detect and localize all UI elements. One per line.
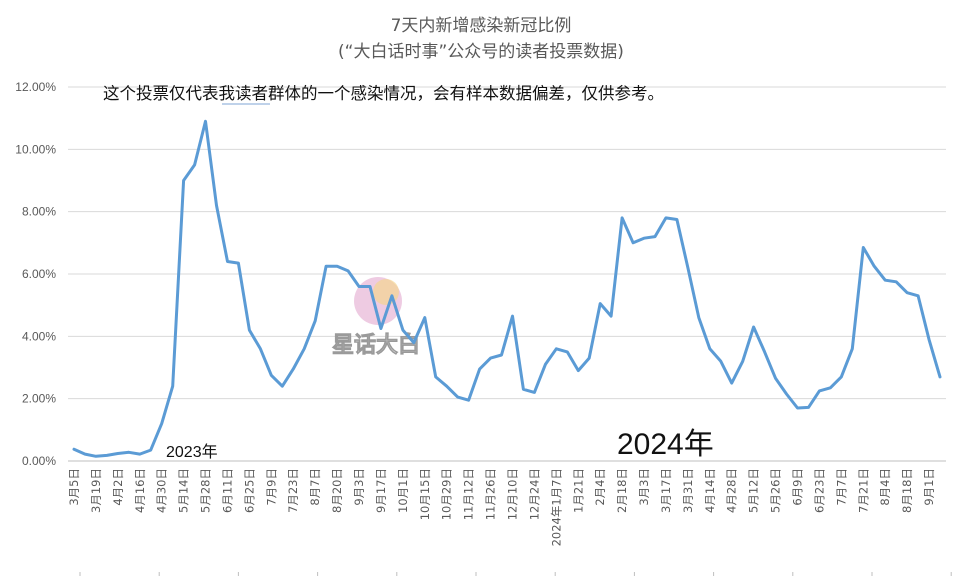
x-tick-label: 2月18日 <box>615 468 629 513</box>
x-tick-label: 5月26日 <box>769 468 783 513</box>
x-tick-label: 9月3日 <box>352 468 366 506</box>
year-label-2023: 2023年 <box>166 443 218 461</box>
x-tick-label: 4月30日 <box>155 468 169 513</box>
x-tick-label: 12月10日 <box>505 468 519 520</box>
x-tick-label: 7月7日 <box>834 468 848 506</box>
x-tick-label: 3月31日 <box>681 468 695 513</box>
year-label-2024: 2024年 <box>617 428 714 461</box>
x-tick-label: 11月26日 <box>484 468 498 520</box>
y-tick-label: 2.00% <box>22 392 56 406</box>
x-tick-label: 3月3日 <box>637 468 651 506</box>
x-tick-label: 10月1日 <box>396 468 410 513</box>
watermark: 星话大白 <box>332 277 420 358</box>
x-tick-label: 2月4日 <box>593 468 607 506</box>
gridlines <box>68 86 946 400</box>
y-tick-label: 6.00% <box>22 267 56 281</box>
x-tick-label: 7月9日 <box>264 468 278 506</box>
x-tick-label: 5月14日 <box>177 468 191 513</box>
y-tick-label: 0.00% <box>22 454 56 468</box>
x-tick-label: 11月12日 <box>462 468 476 520</box>
x-tick-label: 7月21日 <box>856 468 870 513</box>
series-layer <box>72 119 942 458</box>
x-tick-label: 6月9日 <box>790 468 804 506</box>
x-axis <box>68 460 952 576</box>
y-tick-label: 4.00% <box>22 329 56 343</box>
chart-annotation: 这个投票仅代表我读者群体的一个感染情况，会有样本数据偏差，仅供参考。 <box>103 84 664 103</box>
x-tick-label: 7月23日 <box>286 468 300 513</box>
x-tick-label: 2024年1月7日 <box>549 468 563 546</box>
x-tick-label: 6月25日 <box>242 468 256 513</box>
x-tick-label: 4月14日 <box>703 468 717 513</box>
watermark-text: 星话大白 <box>332 332 420 358</box>
x-tick-label: 8月4日 <box>878 468 892 506</box>
y-tick-label: 12.00% <box>15 80 56 94</box>
x-tick-label: 3月19日 <box>89 468 103 513</box>
x-tick-label: 9月17日 <box>374 468 388 513</box>
y-axis-ticks: 0.00% 2.00% 4.00% 6.00% 8.00% 10.00% 12.00% <box>15 80 56 468</box>
x-axis-tick-labels: 3月5日 3月19日 4月2日 4月16日 4月30日 5月14日 5月28日 6月11日 6月… <box>67 468 936 546</box>
chart-title: 7天内新增感染新冠比例 <box>391 16 572 36</box>
x-tick-label: 10月29日 <box>440 468 454 520</box>
x-tick-label: 8月7日 <box>308 468 322 506</box>
x-tick-label: 10月15日 <box>418 468 432 520</box>
y-tick-label: 8.00% <box>22 205 56 219</box>
x-tick-label: 3月17日 <box>659 468 673 513</box>
x-tick-label: 5月28日 <box>199 468 213 513</box>
x-tick-label: 6月11日 <box>220 468 234 513</box>
x-tick-label: 4月2日 <box>111 468 125 506</box>
x-tick-label: 1月21日 <box>571 468 585 513</box>
x-tick-label: 4月16日 <box>133 468 147 513</box>
x-tick-label: 5月12日 <box>747 468 761 513</box>
x-tick-label: 3月5日 <box>67 468 81 506</box>
x-tick-label: 6月23日 <box>812 468 826 513</box>
x-tick-label: 12月24日 <box>527 468 541 520</box>
series-line <box>72 119 942 458</box>
x-tick-label: 8月20日 <box>330 468 344 513</box>
x-tick-label: 9月1日 <box>922 468 936 506</box>
chart-subtitle: (“大白话时事”公众号的读者投票数据) <box>338 42 624 62</box>
x-tick-label: 8月18日 <box>900 468 914 513</box>
y-tick-label: 10.00% <box>15 142 56 156</box>
x-tick-label: 4月28日 <box>725 468 739 513</box>
